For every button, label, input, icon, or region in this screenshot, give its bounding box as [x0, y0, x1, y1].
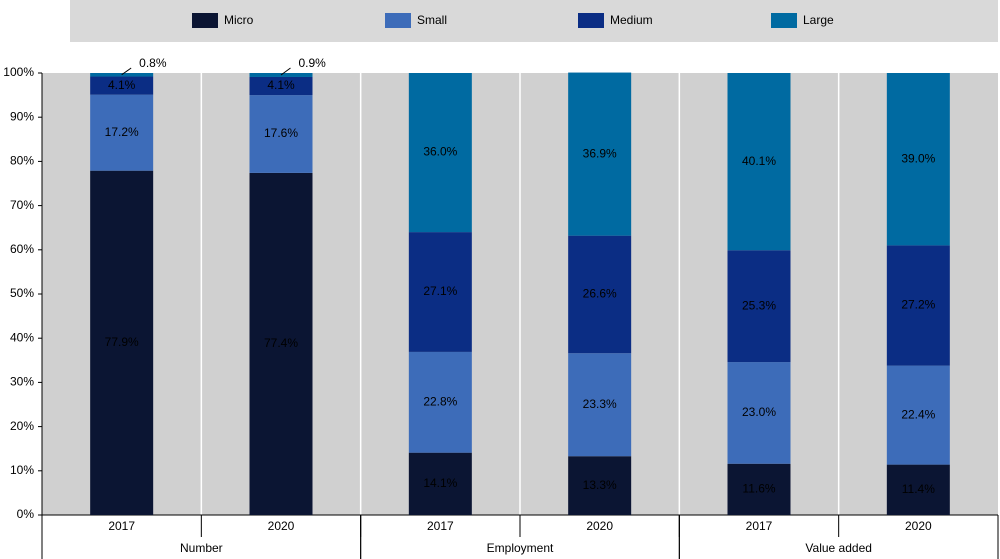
- value-label: 17.2%: [105, 125, 139, 139]
- bar-segment: [568, 235, 632, 354]
- value-label: 13.3%: [583, 478, 617, 492]
- bar-segment: [90, 94, 154, 171]
- leader-line: [280, 67, 291, 76]
- y-tick-label: 90%: [10, 109, 34, 123]
- value-label: 22.8%: [423, 394, 457, 408]
- value-label: 23.0%: [742, 405, 776, 419]
- legend-label: Small: [417, 13, 447, 27]
- legend-swatch: [192, 13, 218, 28]
- bar-segment: [408, 452, 472, 515]
- bar-segment: [886, 73, 950, 246]
- value-label: 11.6%: [742, 482, 775, 496]
- value-label: 22.4%: [901, 407, 935, 421]
- y-tick-label: 80%: [10, 154, 34, 168]
- y-tick-label: 50%: [10, 286, 34, 300]
- y-tick-label: 30%: [10, 375, 34, 389]
- bar-segment: [727, 362, 791, 464]
- x-tick-label: 2017: [746, 519, 773, 533]
- bar-segment: [90, 76, 154, 95]
- y-tick-label: 70%: [10, 198, 34, 212]
- value-label: 14.1%: [423, 476, 457, 490]
- bar-segment: [408, 73, 472, 233]
- y-tick-label: 20%: [10, 419, 34, 433]
- bar-segment: [886, 245, 950, 366]
- legend-label: Medium: [610, 13, 653, 27]
- value-label: 77.9%: [105, 335, 139, 349]
- bar-segment: [90, 170, 154, 515]
- y-tick-label: 60%: [10, 242, 34, 256]
- x-tick-label: 2017: [427, 519, 454, 533]
- value-label: 27.1%: [423, 284, 457, 298]
- x-tick-label: 2020: [905, 519, 932, 533]
- value-label: 39.0%: [901, 151, 935, 165]
- bar-segment: [249, 95, 313, 173]
- value-label: 4.1%: [108, 78, 136, 92]
- y-tick-label: 100%: [3, 65, 34, 79]
- bar-segment: [568, 456, 632, 515]
- leader-line: [121, 67, 132, 76]
- value-label: 17.6%: [264, 126, 298, 140]
- x-tick-label: 2017: [108, 519, 135, 533]
- value-label: 4.1%: [267, 78, 295, 92]
- bar-segment: [727, 250, 791, 363]
- value-label: 0.9%: [299, 56, 327, 70]
- bar-segment: [568, 353, 632, 457]
- legend-swatch: [771, 13, 797, 28]
- group-label: Number: [180, 541, 223, 555]
- legend-box: [70, 0, 998, 42]
- value-label: 27.2%: [901, 298, 935, 312]
- bar-segment: [408, 232, 472, 352]
- value-label: 23.3%: [583, 397, 617, 411]
- bar-segment: [727, 463, 791, 515]
- bar-segment: [568, 72, 632, 236]
- value-label: 0.8%: [139, 56, 167, 70]
- bar-segment: [249, 76, 313, 96]
- y-tick-label: 40%: [10, 330, 34, 344]
- value-label: 77.4%: [264, 336, 298, 350]
- group-label: Value added: [805, 541, 872, 555]
- value-label: 36.0%: [423, 145, 457, 159]
- bar-segment: [727, 73, 791, 251]
- value-label: 40.1%: [742, 154, 776, 168]
- legend-swatch: [578, 13, 604, 28]
- value-label: 11.4%: [902, 482, 935, 496]
- group-label: Employment: [487, 541, 554, 555]
- bar-segment: [886, 365, 950, 465]
- legend-label: Large: [803, 13, 834, 27]
- y-tick-label: 10%: [10, 463, 34, 477]
- value-label: 26.6%: [583, 287, 617, 301]
- value-label: 36.9%: [583, 146, 617, 160]
- legend-swatch: [385, 13, 411, 28]
- bar-segment: [408, 351, 472, 453]
- value-label: 25.3%: [742, 298, 776, 312]
- x-tick-label: 2020: [268, 519, 295, 533]
- bar-segment: [90, 73, 154, 77]
- bar-segment: [886, 464, 950, 515]
- legend-label: Micro: [224, 13, 254, 27]
- x-tick-label: 2020: [586, 519, 613, 533]
- y-tick-label: 0%: [17, 507, 35, 521]
- bar-segment: [249, 172, 313, 515]
